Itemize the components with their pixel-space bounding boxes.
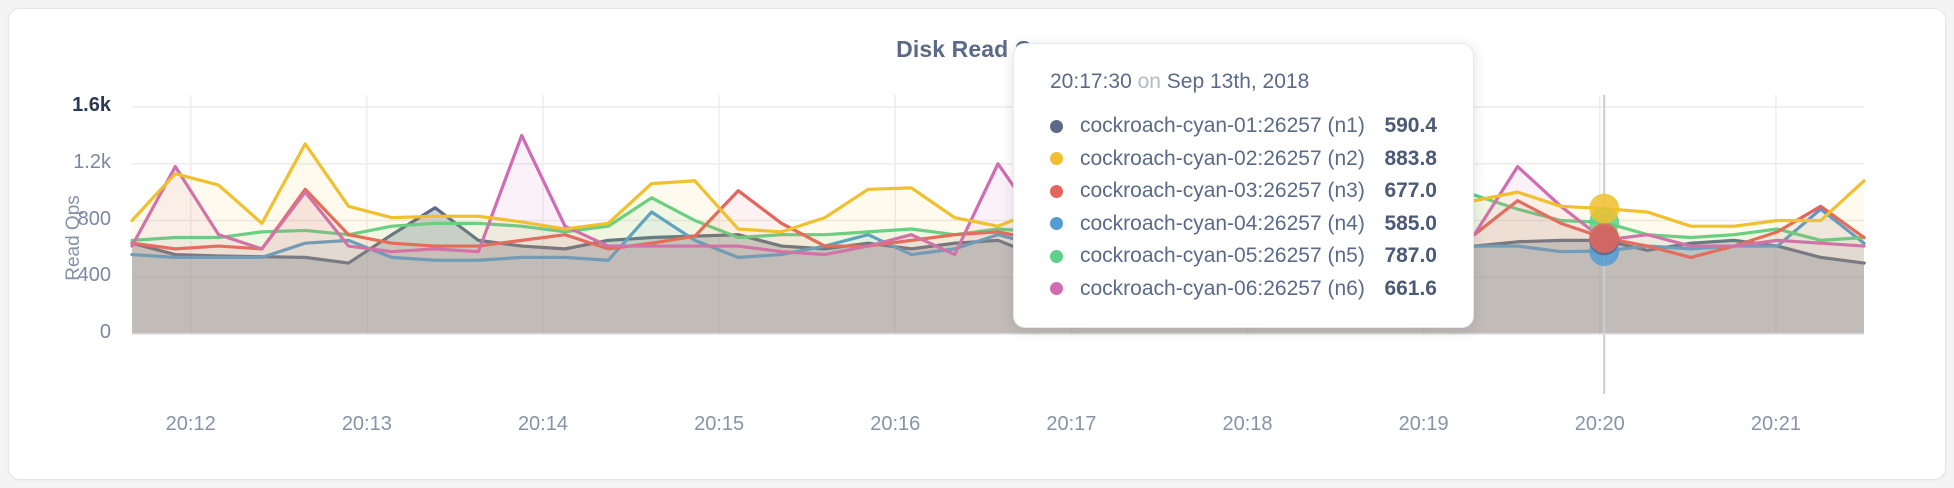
y-axis-tick-label: 1.2k: [73, 150, 111, 173]
disk-read-ops-card: Disk Read Ops Read Ops 1.6k 1.2k 800 400 0 2…: [8, 8, 1946, 480]
tooltip-timestamp: 20:17:30 on Sep 13th, 2018: [1014, 70, 1473, 94]
tooltip-series-row: cockroach-cyan-04:26257 (n4) 585.0: [1014, 208, 1473, 241]
tooltip-series-row: cockroach-cyan-05:26257 (n5) 787.0: [1014, 240, 1473, 273]
tooltip-series-label: cockroach-cyan-03:26257 (n3): [1080, 179, 1365, 203]
hover-marker-dot: [1589, 222, 1620, 253]
series-color-dot-icon: [1050, 217, 1063, 231]
tooltip-on-word: on: [1137, 70, 1161, 93]
series-color-dot-icon: [1050, 152, 1063, 166]
chart-plot-area[interactable]: [9, 9, 1946, 480]
tooltip-series-label: cockroach-cyan-05:26257 (n5): [1080, 244, 1365, 268]
tooltip-series-label: cockroach-cyan-06:26257 (n6): [1080, 276, 1365, 300]
series-color-dot-icon: [1050, 119, 1063, 133]
y-axis-tick-label: 400: [77, 264, 111, 287]
series-color-dot-icon: [1050, 249, 1063, 263]
tooltip-date: Sep 13th, 2018: [1166, 70, 1310, 93]
x-axis-tick-label: 20:15: [694, 413, 745, 435]
series-color-dot-icon: [1050, 282, 1063, 296]
x-axis-tick-label: 20:14: [517, 413, 568, 435]
series-color-dot-icon: [1050, 184, 1063, 198]
hover-tooltip: 20:17:30 on Sep 13th, 2018 cockroach-cya…: [1013, 43, 1474, 328]
tooltip-series-list: cockroach-cyan-01:26257 (n1) 590.4 cockroa…: [1014, 110, 1473, 305]
x-axis-tick-label: 20:18: [1222, 413, 1273, 435]
x-axis-tick-label: 20:21: [1750, 413, 1801, 435]
tooltip-series-label: cockroach-cyan-04:26257 (n4): [1080, 211, 1365, 235]
tooltip-series-row: cockroach-cyan-06:26257 (n6) 661.6: [1014, 273, 1473, 306]
tooltip-series-row: cockroach-cyan-02:26257 (n2) 883.8: [1014, 143, 1473, 176]
x-axis-tick-label: 20:16: [870, 413, 921, 435]
hover-marker-dot: [1589, 193, 1620, 224]
series-line: [130, 193, 1866, 251]
x-axis-tick-label: 20:19: [1398, 413, 1449, 435]
y-axis-tick-label: 800: [77, 207, 111, 230]
disk-read-ops-line-chart[interactable]: [9, 9, 1946, 480]
tooltip-series-value: 883.8: [1384, 146, 1437, 170]
tooltip-series-value: 661.6: [1384, 276, 1437, 300]
series-line: [130, 142, 1866, 234]
tooltip-series-row: cockroach-cyan-01:26257 (n1) 590.4: [1014, 110, 1473, 143]
tooltip-series-label: cockroach-cyan-01:26257 (n1): [1080, 114, 1365, 138]
y-axis-tick-label: 0: [99, 321, 111, 343]
tooltip-series-value: 590.4: [1384, 114, 1437, 138]
tooltip-series-label: cockroach-cyan-02:26257 (n2): [1080, 146, 1365, 170]
tooltip-series-value: 585.0: [1384, 211, 1437, 235]
x-axis-tick-label: 20:13: [341, 413, 392, 435]
y-axis-tick-label: 1.6k: [72, 94, 111, 116]
x-axis-tick-label: 20:12: [165, 413, 216, 435]
x-axis-tick-label: 20:20: [1574, 413, 1625, 435]
series-line: [130, 133, 1866, 257]
series-line: [130, 207, 1866, 262]
x-axis-tick-label: 20:17: [1046, 413, 1097, 435]
tooltip-series-value: 677.0: [1384, 179, 1437, 203]
tooltip-time: 20:17:30: [1050, 70, 1132, 93]
series-line: [130, 187, 1866, 259]
tooltip-series-row: cockroach-cyan-03:26257 (n3) 677.0: [1014, 175, 1473, 208]
tooltip-series-value: 787.0: [1384, 244, 1437, 268]
